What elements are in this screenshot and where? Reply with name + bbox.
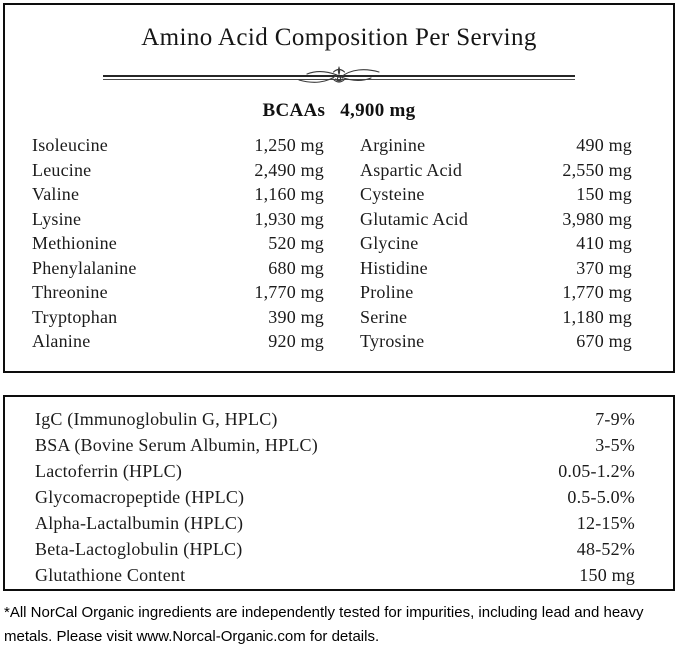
amino-value: 390 mg xyxy=(268,306,324,327)
fraction-name: Glutathione Content xyxy=(35,565,186,585)
amino-value: 490 mg xyxy=(576,135,632,155)
amino-row: Methionine 520 mg xyxy=(32,231,324,256)
amino-name: Cysteine xyxy=(360,184,425,204)
amino-name: Lysine xyxy=(32,208,82,229)
amino-name: Glycine xyxy=(360,233,419,253)
amino-value: 150 mg xyxy=(576,184,632,204)
amino-row: Glycine 410 mg xyxy=(360,231,632,256)
amino-value: 1,250 mg xyxy=(254,135,324,155)
amino-value: 1,180 mg xyxy=(562,306,632,327)
fraction-table: IgC (Immunoglobulin G, HPLC) 7-9% BSA (Bo… xyxy=(5,397,673,588)
fraction-value: 0.5-5.0% xyxy=(567,487,635,507)
amino-table: Isoleucine 1,250 mg Leucine 2,490 mg Valin… xyxy=(5,123,673,354)
fraction-value: 48-52% xyxy=(576,539,635,559)
amino-row: Leucine 2,490 mg xyxy=(32,158,324,183)
amino-row: Alanine 920 mg xyxy=(32,329,324,354)
amino-name: Proline xyxy=(360,282,414,302)
amino-row: Histidine 370 mg xyxy=(360,256,632,281)
amino-row: Cysteine 150 mg xyxy=(360,182,632,207)
amino-value: 1,770 mg xyxy=(562,282,632,302)
amino-left-column: Isoleucine 1,250 mg Leucine 2,490 mg Valin… xyxy=(32,133,324,354)
fraction-name: BSA (Bovine Serum Albumin, HPLC) xyxy=(35,435,318,455)
fraction-name: Alpha-Lactalbumin (HPLC) xyxy=(35,513,244,533)
amino-name: Alanine xyxy=(32,331,91,351)
amino-name: Arginine xyxy=(360,135,426,155)
amino-value: 670 mg xyxy=(576,331,632,351)
fraction-name: Glycomacropeptide (HPLC) xyxy=(35,487,245,507)
amino-row: Lysine 1,930 mg xyxy=(32,207,324,232)
fraction-row: IgC (Immunoglobulin G, HPLC) 7-9% xyxy=(35,406,635,432)
amino-name: Leucine xyxy=(32,159,92,180)
fraction-row: Glycomacropeptide (HPLC) 0.5-5.0% xyxy=(35,484,635,510)
fraction-name: Beta-Lactoglobulin (HPLC) xyxy=(35,539,243,559)
fraction-value: 0.05-1.2% xyxy=(558,461,635,481)
amino-name: Histidine xyxy=(360,257,428,278)
fraction-row: Glutathione Content 150 mg xyxy=(35,562,635,588)
amino-name: Threonine xyxy=(32,282,108,302)
amino-name: Aspartic Acid xyxy=(360,159,463,180)
amino-row: Serine 1,180 mg xyxy=(360,305,632,330)
panel-title: Amino Acid Composition Per Serving xyxy=(141,24,537,51)
fleuron-icon xyxy=(298,66,380,83)
amino-value: 680 mg xyxy=(268,257,324,278)
fraction-name: IgC (Immunoglobulin G, HPLC) xyxy=(35,409,278,429)
amino-row: Aspartic Acid 2,550 mg xyxy=(360,158,632,183)
amino-value: 1,160 mg xyxy=(254,184,324,204)
divider-rule-top xyxy=(103,75,575,77)
divider-rule-bottom xyxy=(103,79,575,80)
bcaa-label: BCAAs xyxy=(262,100,326,121)
amino-value: 3,980 mg xyxy=(562,208,632,229)
amino-name: Serine xyxy=(360,306,408,327)
amino-row: Tyrosine 670 mg xyxy=(360,329,632,354)
amino-value: 920 mg xyxy=(268,331,324,351)
amino-row: Isoleucine 1,250 mg xyxy=(32,133,324,158)
amino-value: 520 mg xyxy=(268,233,324,253)
amino-right-column: Arginine 490 mg Aspartic Acid 2,550 mg Cys… xyxy=(360,133,632,354)
fraction-row: Lactoferrin (HPLC) 0.05-1.2% xyxy=(35,458,635,484)
amino-value: 2,550 mg xyxy=(562,159,632,180)
fraction-value: 7-9% xyxy=(595,409,635,429)
amino-name: Glutamic Acid xyxy=(360,208,469,229)
amino-composition-panel: Amino Acid Composition Per Serving BCAAs… xyxy=(3,3,675,373)
amino-row: Glutamic Acid 3,980 mg xyxy=(360,207,632,232)
fraction-value: 150 mg xyxy=(579,565,635,585)
fraction-row: BSA (Bovine Serum Albumin, HPLC) 3-5% xyxy=(35,432,635,458)
bcaa-value: 4,900 mg xyxy=(340,100,416,121)
fraction-value: 12-15% xyxy=(576,513,635,533)
amino-row: Valine 1,160 mg xyxy=(32,182,324,207)
amino-value: 1,770 mg xyxy=(254,282,324,302)
amino-name: Methionine xyxy=(32,233,117,253)
amino-row: Arginine 490 mg xyxy=(360,133,632,158)
amino-row: Tryptophan 390 mg xyxy=(32,305,324,330)
fraction-value: 3-5% xyxy=(595,435,635,455)
fraction-name: Lactoferrin (HPLC) xyxy=(35,461,183,481)
amino-value: 1,930 mg xyxy=(254,208,324,229)
amino-name: Valine xyxy=(32,184,80,204)
ornamental-divider xyxy=(103,66,575,90)
protein-fractions-panel: IgC (Immunoglobulin G, HPLC) 7-9% BSA (Bo… xyxy=(3,395,675,591)
amino-value: 2,490 mg xyxy=(254,159,324,180)
amino-value: 410 mg xyxy=(576,233,632,253)
bcaa-summary: BCAAs 4,900 mg xyxy=(5,99,673,123)
fraction-row: Alpha-Lactalbumin (HPLC) 12-15% xyxy=(35,510,635,536)
amino-name: Tyrosine xyxy=(360,331,425,351)
amino-name: Isoleucine xyxy=(32,135,108,155)
amino-name: Phenylalanine xyxy=(32,257,137,278)
amino-name: Tryptophan xyxy=(32,306,118,327)
amino-row: Proline 1,770 mg xyxy=(360,280,632,305)
fraction-row: Beta-Lactoglobulin (HPLC) 48-52% xyxy=(35,536,635,562)
amino-row: Phenylalanine 680 mg xyxy=(32,256,324,281)
amino-row: Threonine 1,770 mg xyxy=(32,280,324,305)
amino-value: 370 mg xyxy=(576,257,632,278)
footnote-text: *All NorCal Organic ingredients are inde… xyxy=(4,604,644,645)
